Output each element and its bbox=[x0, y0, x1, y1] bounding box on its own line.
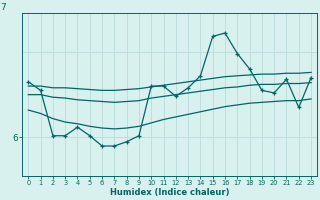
Text: 7: 7 bbox=[0, 3, 6, 12]
X-axis label: Humidex (Indice chaleur): Humidex (Indice chaleur) bbox=[110, 188, 229, 197]
